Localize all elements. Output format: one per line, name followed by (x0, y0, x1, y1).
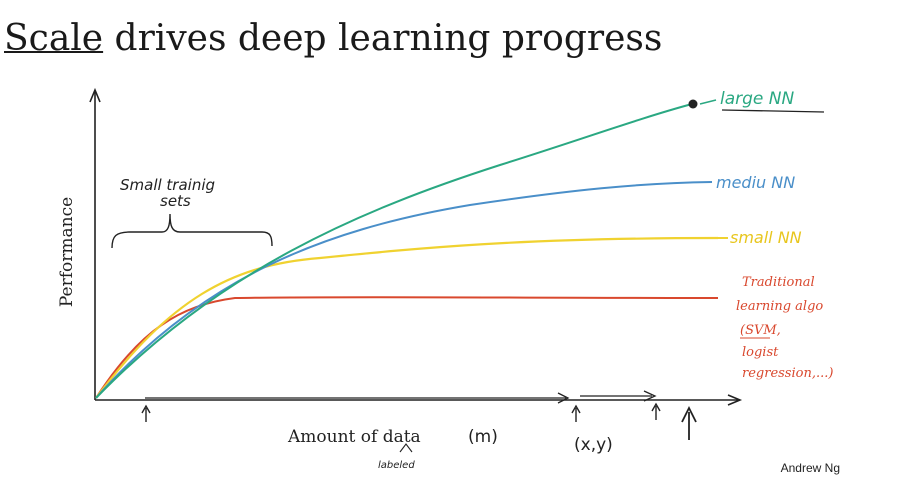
x-axis-arrow (727, 394, 743, 406)
large-nn-leader (699, 99, 717, 105)
title-scale-word: Scale (4, 18, 104, 59)
x-axis-label-note: labeled (378, 460, 415, 471)
up-arrow-3-head (651, 402, 661, 412)
up-arrow-1-head (141, 404, 151, 414)
data-range-arrow-2 (643, 390, 657, 402)
large-nn-endpoint-dot (688, 99, 698, 109)
legend-small-nn: small NN (730, 228, 802, 247)
curve-large-nn (95, 103, 693, 399)
x-axis-label: Amount of data (287, 427, 421, 447)
slide-title: Scale drives deep learning progress (4, 18, 662, 59)
legend-traditional: Traditional learning algo (SVM, logist r… (736, 275, 833, 381)
curve-small-nn (95, 236, 719, 399)
up-arrow-4-head (681, 405, 697, 423)
x-axis-symbol: (m) (468, 427, 498, 447)
up-arrow-2-head (571, 404, 581, 414)
curve-traditional (95, 296, 719, 399)
up-arrows (141, 402, 697, 440)
small-sets-label-1: Small trainig (120, 176, 215, 194)
legend-large-nn: large NN (720, 89, 795, 109)
xy-label: (x,y) (574, 435, 613, 455)
trad-line-5: regression,...) (742, 366, 833, 381)
caret-mark (399, 443, 413, 453)
right-margin (840, 0, 898, 481)
y-axis-label: Performance (57, 197, 77, 307)
small-sets-label-2: sets (160, 192, 191, 210)
author-signature: Andrew Ng (780, 461, 840, 475)
small-sets-brace (111, 213, 273, 249)
trad-line-3: (SVM, (740, 323, 781, 338)
curve-medium-nn (95, 181, 713, 399)
y-axis-arrow (89, 87, 101, 103)
trad-line-1: Traditional (742, 275, 815, 290)
large-nn-underline (721, 109, 825, 113)
legend-medium-nn: mediu NN (716, 173, 795, 192)
trad-line-4: logist (742, 345, 779, 360)
data-range-arrow-1 (557, 392, 570, 404)
trad-line-2: learning algo (736, 299, 823, 314)
title-rest: drives deep learning progress (103, 18, 663, 59)
